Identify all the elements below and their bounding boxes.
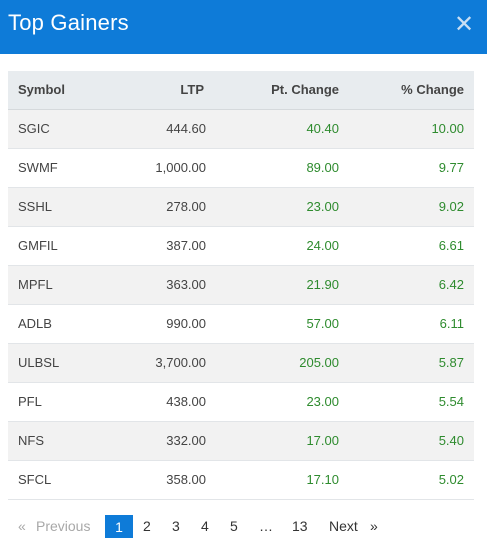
top-gainers-table: Symbol LTP Pt. Change % Change SGIC 444.6… [8,71,474,500]
cell-ltp: 1,000.00 [155,160,206,175]
cell-ltp: 363.00 [166,277,206,292]
top-gainers-table-container: Symbol LTP Pt. Change % Change SGIC 444.6… [8,71,474,500]
cell-ltp: 990.00 [166,316,206,331]
last-page-link[interactable]: » [370,518,378,534]
cell-symbol: ADLB [18,316,52,331]
cell-pt-change: 57.00 [306,316,339,331]
cell-pt-change: 17.00 [306,433,339,448]
table-row[interactable]: SFCL 358.00 17.10 5.02 [8,460,474,499]
column-header-pct-change[interactable]: % Change [339,71,474,110]
first-page-link[interactable]: « [18,518,26,534]
cell-symbol: SSHL [18,199,52,214]
cell-pct-change: 9.77 [438,160,464,175]
modal-title: Top Gainers [8,10,129,35]
cell-ltp: 3,700.00 [155,355,206,370]
cell-pct-change: 5.87 [438,355,464,370]
page-link-3[interactable]: 3 [172,518,180,534]
modal-header: Top Gainers ✕ [0,0,487,54]
cell-ltp: 332.00 [166,433,206,448]
cell-pt-change: 205.00 [299,355,339,370]
column-header-pt-change[interactable]: Pt. Change [206,71,339,110]
table-body: SGIC 444.60 40.40 10.00 SWMF 1,000.00 89.00 9.7… [8,109,474,499]
cell-ltp: 278.00 [166,199,206,214]
cell-pct-change: 5.02 [438,472,464,487]
cell-ltp: 438.00 [166,394,206,409]
table-row[interactable]: SWMF 1,000.00 89.00 9.77 [8,148,474,187]
page-link-4[interactable]: 4 [201,518,209,534]
cell-pt-change: 23.00 [306,199,339,214]
cell-pt-change: 17.10 [306,472,339,487]
cell-symbol: SGIC [18,121,50,136]
pagination: « Previous 1 2 3 4 5 … 13 Next » [8,515,478,539]
table-row[interactable]: ULBSL 3,700.00 205.00 5.87 [8,343,474,382]
cell-pct-change: 10.00 [431,121,464,136]
table-row[interactable]: PFL 438.00 23.00 5.54 [8,382,474,421]
page-link-1[interactable]: 1 [105,515,133,538]
table-header-row: Symbol LTP Pt. Change % Change [8,71,474,110]
cell-symbol: SFCL [18,472,52,487]
column-header-ltp[interactable]: LTP [118,71,206,110]
table-row[interactable]: SSHL 278.00 23.00 9.02 [8,187,474,226]
cell-symbol: ULBSL [18,355,60,370]
cell-pct-change: 6.11 [439,316,464,331]
table-row[interactable]: MPFL 363.00 21.90 6.42 [8,265,474,304]
page-link-5[interactable]: 5 [230,518,238,534]
cell-pct-change: 5.40 [438,433,464,448]
pagination-ellipsis: … [259,518,273,534]
cell-symbol: GMFIL [18,238,58,253]
cell-pt-change: 40.40 [306,121,339,136]
page-link-13[interactable]: 13 [292,518,308,534]
cell-ltp: 387.00 [166,238,206,253]
table-row[interactable]: NFS 332.00 17.00 5.40 [8,421,474,460]
cell-pt-change: 24.00 [306,238,339,253]
cell-symbol: NFS [18,433,44,448]
cell-symbol: SWMF [18,160,58,175]
cell-pt-change: 21.90 [306,277,339,292]
table-row[interactable]: ADLB 990.00 57.00 6.11 [8,304,474,343]
cell-symbol: PFL [18,394,42,409]
column-header-symbol[interactable]: Symbol [8,71,118,110]
page-link-2[interactable]: 2 [143,518,151,534]
cell-pct-change: 6.61 [438,238,464,253]
close-icon[interactable]: ✕ [453,11,475,38]
cell-pct-change: 5.54 [438,394,464,409]
cell-pt-change: 23.00 [306,394,339,409]
table-row[interactable]: GMFIL 387.00 24.00 6.61 [8,226,474,265]
table-row[interactable]: SGIC 444.60 40.40 10.00 [8,109,474,148]
cell-pct-change: 6.42 [438,277,464,292]
next-page-link[interactable]: Next [329,518,358,534]
cell-ltp: 358.00 [166,472,206,487]
cell-pt-change: 89.00 [306,160,339,175]
cell-pct-change: 9.02 [438,199,464,214]
cell-symbol: MPFL [18,277,53,292]
cell-ltp: 444.60 [166,121,206,136]
previous-page-link[interactable]: Previous [36,518,91,534]
